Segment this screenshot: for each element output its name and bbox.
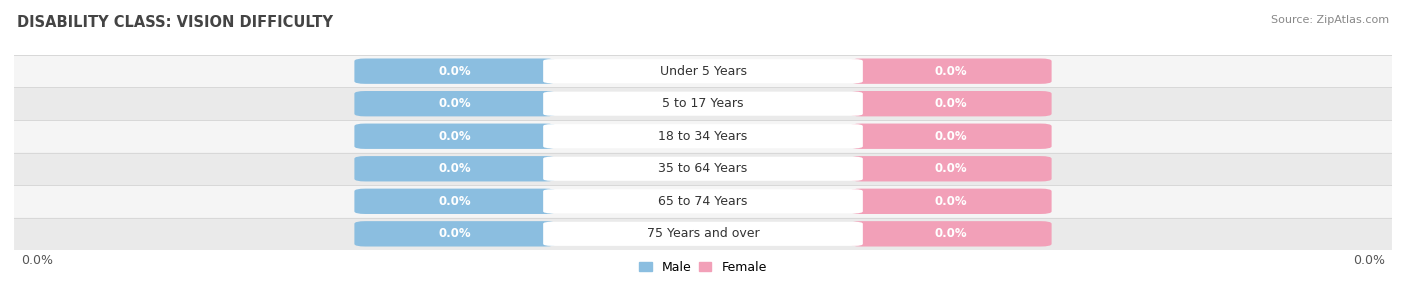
- FancyBboxPatch shape: [851, 156, 1052, 181]
- Text: 0.0%: 0.0%: [935, 162, 967, 175]
- Text: 75 Years and over: 75 Years and over: [647, 227, 759, 240]
- Text: DISABILITY CLASS: VISION DIFFICULTY: DISABILITY CLASS: VISION DIFFICULTY: [17, 15, 333, 30]
- FancyBboxPatch shape: [14, 152, 1392, 185]
- Legend: Male, Female: Male, Female: [634, 256, 772, 279]
- Text: 0.0%: 0.0%: [1353, 254, 1385, 267]
- Text: Under 5 Years: Under 5 Years: [659, 65, 747, 78]
- FancyBboxPatch shape: [14, 55, 1392, 88]
- FancyBboxPatch shape: [354, 188, 555, 214]
- FancyBboxPatch shape: [354, 156, 555, 181]
- Text: 35 to 64 Years: 35 to 64 Years: [658, 162, 748, 175]
- Text: 0.0%: 0.0%: [21, 254, 53, 267]
- FancyBboxPatch shape: [543, 92, 863, 116]
- FancyBboxPatch shape: [851, 124, 1052, 149]
- FancyBboxPatch shape: [354, 124, 555, 149]
- FancyBboxPatch shape: [543, 59, 863, 83]
- Text: 0.0%: 0.0%: [935, 130, 967, 143]
- Text: 0.0%: 0.0%: [935, 97, 967, 110]
- FancyBboxPatch shape: [14, 120, 1392, 152]
- FancyBboxPatch shape: [851, 188, 1052, 214]
- FancyBboxPatch shape: [851, 91, 1052, 117]
- FancyBboxPatch shape: [543, 124, 863, 148]
- FancyBboxPatch shape: [354, 91, 555, 117]
- Text: 0.0%: 0.0%: [935, 65, 967, 78]
- Text: 0.0%: 0.0%: [935, 227, 967, 240]
- Text: Source: ZipAtlas.com: Source: ZipAtlas.com: [1271, 15, 1389, 25]
- FancyBboxPatch shape: [354, 59, 555, 84]
- Text: 0.0%: 0.0%: [439, 162, 471, 175]
- Text: 0.0%: 0.0%: [439, 227, 471, 240]
- Text: 0.0%: 0.0%: [439, 195, 471, 208]
- FancyBboxPatch shape: [14, 185, 1392, 217]
- Text: 5 to 17 Years: 5 to 17 Years: [662, 97, 744, 110]
- Text: 0.0%: 0.0%: [439, 65, 471, 78]
- Text: 0.0%: 0.0%: [439, 130, 471, 143]
- FancyBboxPatch shape: [14, 88, 1392, 120]
- FancyBboxPatch shape: [14, 217, 1392, 250]
- Text: 0.0%: 0.0%: [439, 97, 471, 110]
- Text: 18 to 34 Years: 18 to 34 Years: [658, 130, 748, 143]
- Text: 65 to 74 Years: 65 to 74 Years: [658, 195, 748, 208]
- FancyBboxPatch shape: [543, 157, 863, 181]
- FancyBboxPatch shape: [543, 189, 863, 213]
- FancyBboxPatch shape: [543, 222, 863, 246]
- FancyBboxPatch shape: [851, 59, 1052, 84]
- FancyBboxPatch shape: [851, 221, 1052, 246]
- Text: 0.0%: 0.0%: [935, 195, 967, 208]
- FancyBboxPatch shape: [354, 221, 555, 246]
